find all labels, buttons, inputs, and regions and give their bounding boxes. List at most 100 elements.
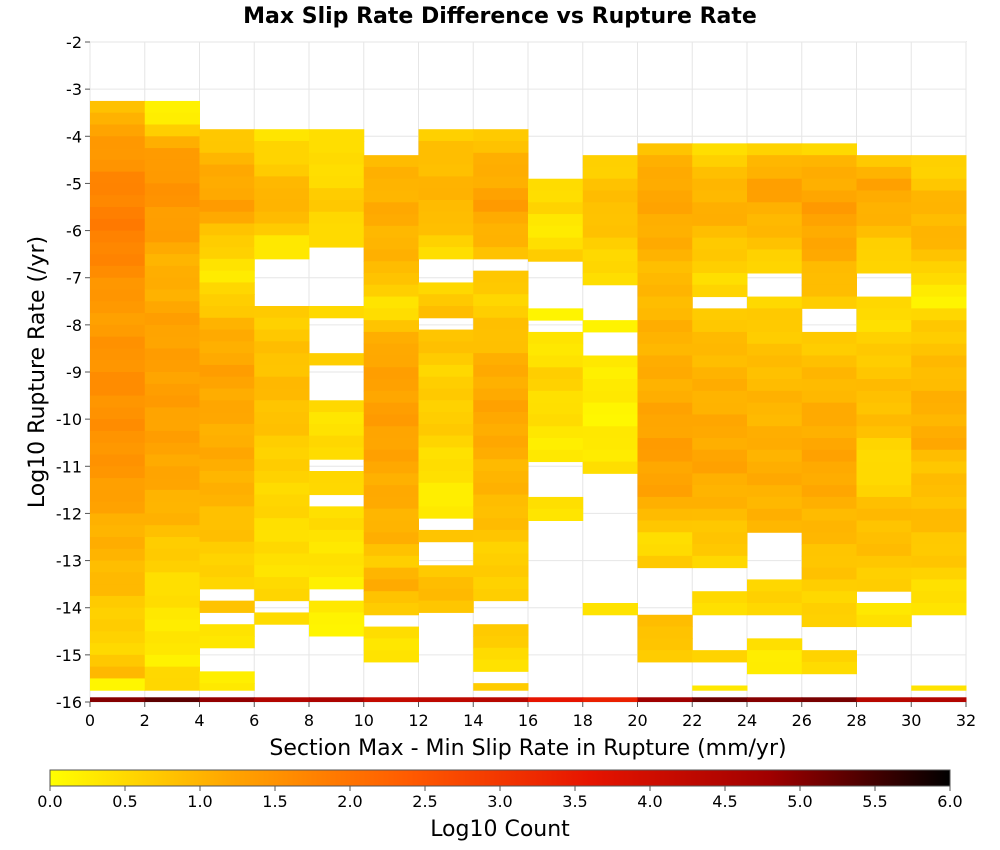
heatmap-cell: [254, 435, 310, 448]
heatmap-cell: [90, 572, 146, 585]
heatmap-cell: [692, 273, 748, 286]
heatmap-cell-bottom: [418, 697, 474, 702]
heatmap-cell: [90, 301, 146, 314]
heatmap-cell: [473, 506, 529, 519]
heatmap-cell: [692, 438, 748, 451]
heatmap-cell: [692, 520, 748, 533]
heatmap-cell: [363, 449, 419, 463]
heatmap-cell: [637, 473, 693, 486]
heatmap-cell: [309, 188, 365, 201]
heatmap-cell: [144, 242, 200, 255]
heatmap-cell: [254, 482, 310, 496]
heatmap-cell: [199, 435, 255, 448]
heatmap-cell: [801, 508, 857, 521]
heatmap-cell: [582, 261, 638, 274]
heatmap-cell: [418, 400, 474, 413]
heatmap-cell: [692, 343, 748, 356]
colorbar-tick-label: 6.0: [937, 792, 962, 811]
heatmap-cell: [309, 565, 365, 578]
heatmap-cell: [309, 577, 365, 590]
chart-title: Max Slip Rate Difference vs Rupture Rate: [243, 4, 757, 29]
heatmap-cell: [528, 237, 584, 250]
heatmap-cell: [363, 225, 419, 239]
heatmap-cell: [582, 355, 638, 368]
heatmap-cell: [199, 529, 255, 543]
heatmap-cell-bottom: [911, 697, 967, 702]
heatmap-cell: [637, 355, 693, 368]
heatmap-cell: [473, 235, 529, 248]
heatmap-cell: [801, 343, 857, 356]
heatmap-cell: [418, 412, 474, 425]
heatmap-cell: [254, 152, 310, 166]
heatmap-cell: [911, 273, 967, 286]
heatmap-cell: [747, 261, 803, 274]
heatmap-cell: [692, 603, 748, 616]
heatmap-cell: [90, 537, 146, 550]
heatmap-cell: [363, 261, 419, 274]
heatmap-cell: [801, 355, 857, 368]
heatmap-cell: [309, 423, 365, 437]
heatmap-cell: [309, 612, 365, 625]
heatmap-cell: [418, 600, 474, 613]
heatmap-cell: [363, 520, 419, 533]
heatmap-cell: [418, 447, 474, 460]
heatmap-cell: [911, 225, 967, 239]
heatmap-cell: [911, 508, 967, 521]
heatmap-cell: [90, 478, 146, 491]
heatmap-cell-bottom: [363, 697, 419, 702]
heatmap-cell: [801, 650, 857, 663]
heatmap-cell: [473, 364, 529, 378]
heatmap-cell: [363, 320, 419, 333]
heatmap-cell: [90, 289, 146, 302]
heatmap-cell: [801, 214, 857, 227]
y-tick-label: -13: [56, 552, 82, 571]
heatmap-cell: [144, 100, 200, 114]
heatmap-cell: [90, 171, 146, 184]
heatmap-cell: [856, 390, 912, 404]
colorbar-tick-label: 2.5: [412, 792, 437, 811]
heatmap-cell: [144, 489, 200, 503]
heatmap-cell: [747, 202, 803, 215]
heatmap-cell: [856, 237, 912, 250]
heatmap-cell: [637, 520, 693, 533]
heatmap-cell: [418, 164, 474, 177]
heatmap-cell: [911, 202, 967, 215]
heatmap-cell: [199, 199, 255, 213]
heatmap-cell: [90, 595, 146, 609]
heatmap-cell: [692, 426, 748, 439]
heatmap-cell: [309, 223, 365, 236]
heatmap-cell: [528, 508, 584, 521]
heatmap-cell: [692, 390, 748, 404]
heatmap-cell: [473, 341, 529, 354]
x-tick-label: 28: [846, 711, 866, 730]
heatmap-cell: [254, 459, 310, 472]
heatmap-cell: [473, 188, 529, 201]
heatmap-cell: [747, 603, 803, 616]
heatmap-cell: [199, 317, 255, 331]
heatmap-cell: [637, 331, 693, 345]
heatmap-cell: [801, 520, 857, 533]
heatmap-cell: [90, 643, 146, 656]
heatmap-cell: [747, 485, 803, 498]
heatmap-cell: [801, 249, 857, 262]
heatmap-cell: [747, 343, 803, 356]
heatmap-cell: [473, 588, 529, 602]
heatmap-cell: [801, 461, 857, 474]
heatmap-cell: [363, 473, 419, 486]
heatmap-cell: [637, 379, 693, 392]
heatmap-cell: [911, 166, 967, 180]
heatmap-cell: [747, 296, 803, 309]
x-tick-label: 6: [249, 711, 259, 730]
heatmap-cell: [90, 159, 146, 173]
heatmap-cell: [90, 466, 146, 479]
heatmap-cell: [199, 247, 255, 260]
heatmap-cell: [254, 541, 310, 554]
heatmap-cell: [90, 560, 146, 573]
heatmap-cell: [637, 438, 693, 451]
heatmap-cell: [199, 258, 255, 272]
heatmap-cell: [637, 261, 693, 274]
heatmap-cell: [801, 532, 857, 545]
heatmap-cell: [199, 482, 255, 496]
y-tick-label: -12: [56, 504, 82, 523]
